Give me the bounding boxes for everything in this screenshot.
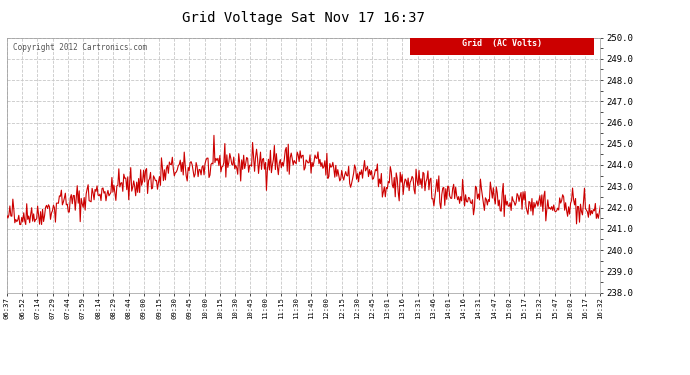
Text: Copyright 2012 Cartronics.com: Copyright 2012 Cartronics.com [13, 43, 147, 52]
Text: Grid Voltage Sat Nov 17 16:37: Grid Voltage Sat Nov 17 16:37 [182, 11, 425, 25]
Text: Grid  (AC Volts): Grid (AC Volts) [462, 39, 542, 48]
FancyBboxPatch shape [411, 32, 594, 56]
